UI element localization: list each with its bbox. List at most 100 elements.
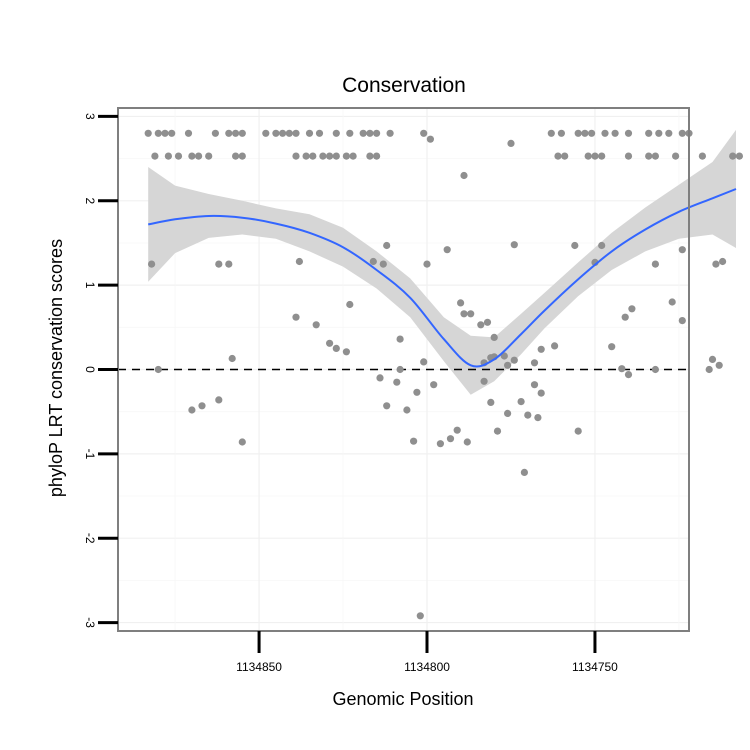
data-point (611, 129, 619, 137)
data-point (295, 257, 303, 266)
data-point (628, 305, 636, 313)
data-point (493, 427, 502, 435)
data-point (551, 342, 559, 350)
data-point (164, 152, 172, 160)
data-point (359, 129, 367, 137)
data-point (584, 152, 592, 160)
data-point (386, 129, 394, 137)
data-point (588, 129, 596, 137)
data-point (225, 260, 233, 268)
data-point (410, 437, 418, 445)
data-point (601, 129, 609, 137)
data-point (651, 260, 660, 268)
data-point (184, 129, 193, 137)
data-point (561, 152, 569, 160)
data-point (624, 129, 633, 137)
data-point (490, 333, 498, 341)
data-point (383, 241, 391, 250)
data-point (144, 129, 152, 137)
data-point (712, 260, 720, 268)
confidence-band-layer (148, 129, 736, 395)
data-point (436, 440, 444, 448)
data-point (151, 152, 159, 160)
data-point (530, 381, 539, 389)
data-point (215, 260, 223, 268)
data-point (279, 129, 287, 137)
data-point (312, 321, 320, 329)
data-point (342, 152, 350, 160)
data-point (668, 298, 676, 306)
data-point (665, 129, 673, 137)
y-tick-label: -2 (83, 533, 97, 544)
data-point (524, 411, 532, 419)
data-point (205, 152, 213, 160)
data-point (621, 313, 629, 321)
data-point (346, 300, 354, 309)
x-tick-label: 1134750 (572, 660, 618, 674)
data-point (423, 260, 431, 268)
data-point (292, 129, 300, 137)
data-point (517, 398, 525, 406)
data-point (369, 257, 377, 266)
data-point (302, 152, 310, 160)
data-point (228, 354, 236, 363)
data-point (292, 152, 300, 160)
data-point (168, 129, 176, 137)
data-point (655, 129, 663, 137)
data-point (483, 318, 492, 326)
data-point (349, 152, 357, 160)
data-point (376, 374, 384, 382)
data-point (537, 345, 545, 353)
data-point (608, 343, 616, 351)
data-point (292, 313, 300, 321)
data-point (332, 344, 340, 352)
data-point (598, 152, 606, 160)
data-point (232, 152, 240, 160)
data-point (154, 365, 162, 374)
data-point (557, 129, 566, 137)
data-point (645, 129, 653, 137)
data-point (453, 426, 461, 434)
data-point (457, 299, 465, 307)
x-axis-label: Genomic Position (332, 689, 473, 709)
data-point (715, 361, 723, 369)
data-point (708, 355, 717, 363)
data-point (383, 402, 391, 410)
data-point (598, 241, 606, 250)
data-point (174, 152, 183, 160)
data-point (393, 378, 401, 386)
data-point (332, 129, 340, 137)
data-point (678, 246, 686, 254)
data-point (154, 129, 162, 137)
data-point (238, 129, 246, 137)
data-point (500, 352, 508, 360)
data-point (215, 396, 223, 404)
data-point (420, 129, 428, 137)
data-point (591, 152, 599, 160)
data-point (315, 129, 324, 137)
data-point (651, 152, 660, 160)
data-point (480, 377, 488, 385)
x-tick-label: 1134800 (404, 660, 450, 674)
data-point (232, 129, 240, 137)
data-point (534, 414, 542, 422)
y-tick-label: -3 (83, 617, 97, 628)
data-point (346, 129, 354, 137)
data-point (507, 139, 515, 147)
data-point (238, 438, 246, 446)
data-point (379, 260, 387, 268)
data-point (624, 371, 633, 379)
data-point (430, 381, 438, 389)
data-point (426, 135, 434, 143)
data-point (510, 356, 518, 364)
data-point (729, 152, 737, 160)
data-point (554, 152, 562, 160)
data-point (504, 409, 512, 417)
data-point (342, 348, 350, 356)
y-tick-label: 0 (83, 366, 97, 373)
data-point (148, 260, 156, 268)
data-point (326, 339, 334, 347)
data-point (188, 406, 196, 414)
data-point (413, 388, 421, 396)
